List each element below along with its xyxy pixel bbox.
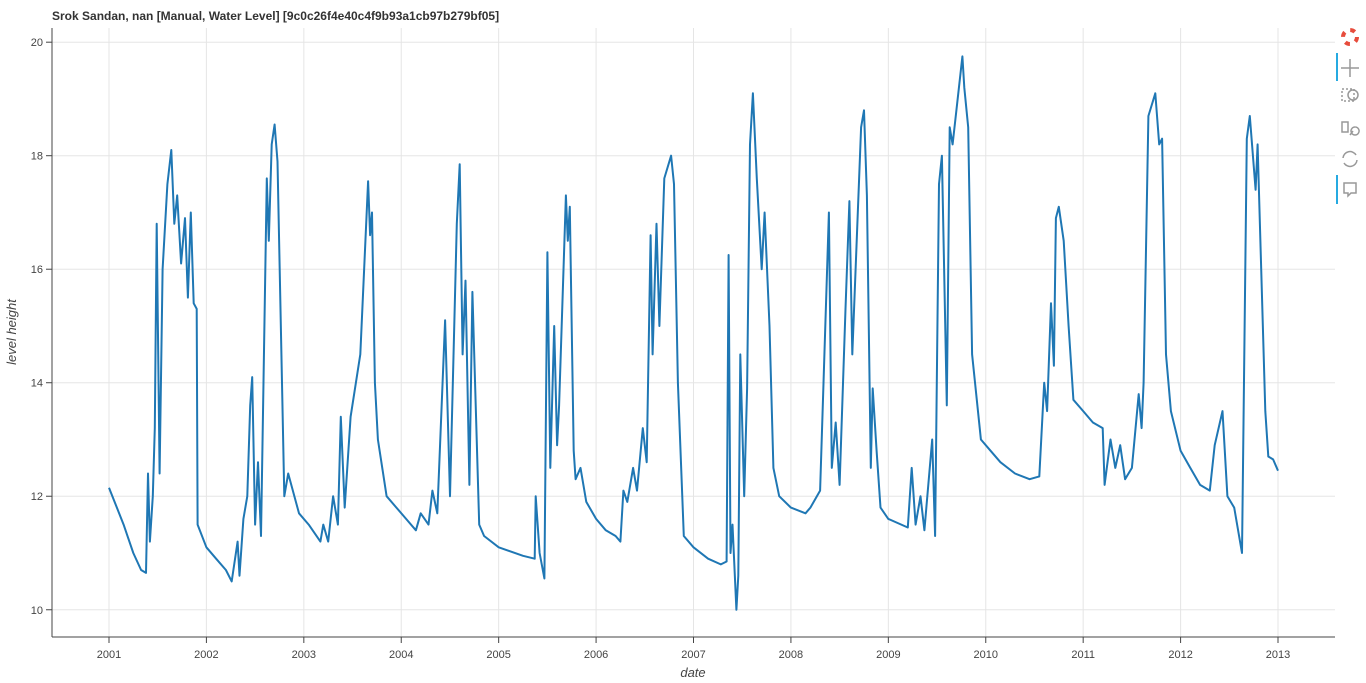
y-tick-label: 18	[31, 151, 43, 163]
zoom-lens	[1347, 89, 1359, 101]
toolbar	[1336, 28, 1360, 204]
chart-title: Srok Sandan, nan [Manual, Water Level] […	[52, 9, 499, 23]
x-tick-label: 2013	[1266, 649, 1290, 661]
y-tick-label: 10	[31, 605, 43, 617]
x-tick-label: 2010	[974, 649, 998, 661]
y-tick-label: 12	[31, 491, 43, 503]
grid	[52, 28, 1335, 637]
box-zoom-tool[interactable]	[1341, 88, 1355, 102]
y-tick-label: 14	[31, 378, 43, 390]
x-tick-label: 2012	[1168, 649, 1192, 661]
y-axis-label: level height	[4, 298, 19, 365]
x-axis-label: date	[680, 665, 705, 680]
x-tick-label: 2007	[681, 649, 705, 661]
x-tick-label: 2005	[486, 649, 510, 661]
pan-tool[interactable]	[1341, 59, 1359, 77]
wheel-zoom-tool[interactable]	[1341, 121, 1360, 136]
reset-tool[interactable]	[1342, 150, 1358, 168]
plot	[108, 55, 1279, 611]
x-tick-label: 2011	[1071, 649, 1095, 661]
x-tick-label: 2008	[779, 649, 803, 661]
hover-tool[interactable]	[1343, 182, 1357, 198]
x-tick-label: 2001	[97, 649, 121, 661]
x-tick-label: 2003	[292, 649, 316, 661]
x-tick-label: 2002	[194, 649, 218, 661]
y-tick-label: 20	[31, 37, 43, 49]
x-tick-label: 2006	[584, 649, 608, 661]
logo[interactable]	[1341, 28, 1359, 46]
data-line	[108, 55, 1279, 611]
y-tick-label: 16	[31, 264, 43, 276]
x-tick-label: 2004	[389, 649, 413, 661]
x-tick-label: 2009	[876, 649, 900, 661]
